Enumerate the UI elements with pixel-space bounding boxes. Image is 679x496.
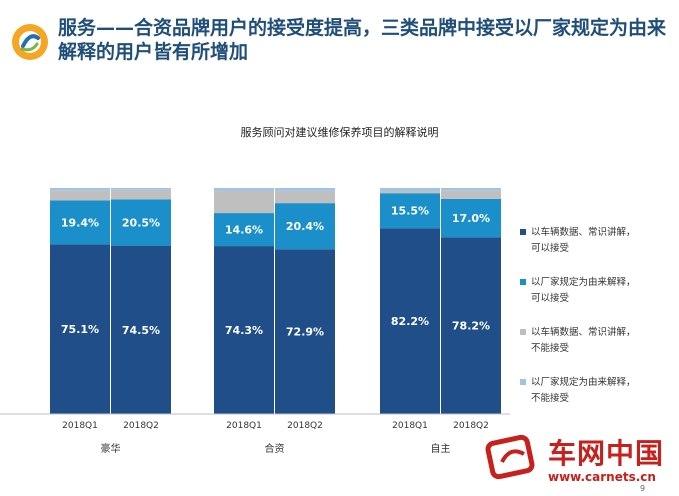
legend-swatch-2 bbox=[520, 279, 526, 285]
data-label-s1-2: 74.5% bbox=[122, 324, 160, 337]
watermark-url: www.carnets.cn bbox=[548, 470, 656, 484]
bar-segment-s4-5 bbox=[380, 188, 440, 191]
group-label-3: 自主 bbox=[431, 442, 451, 455]
bar-segment-s2-3 bbox=[214, 213, 274, 247]
data-label-s1-5: 82.2% bbox=[391, 315, 429, 328]
watermark: 车网中国 www.carnets.cn bbox=[484, 430, 679, 496]
x-tick-label-2: 2018Q2 bbox=[123, 421, 159, 431]
watermark-name: 车网中国 bbox=[548, 437, 665, 470]
group-label-2: 合资 bbox=[265, 442, 285, 455]
bar-segment-s1-3 bbox=[214, 246, 274, 414]
legend-swatch-1 bbox=[520, 229, 526, 235]
bar-segment-s3-4 bbox=[275, 190, 335, 204]
x-tick-label-3: 2018Q1 bbox=[226, 421, 262, 431]
bar-segment-s2-1 bbox=[50, 200, 110, 245]
data-label-s2-2: 20.5% bbox=[122, 216, 160, 229]
bar-segment-s3-5 bbox=[380, 190, 440, 194]
data-label-s2-6: 17.0% bbox=[452, 212, 490, 225]
bar-segment-s2-5 bbox=[380, 193, 440, 229]
chart-title: 服务顾问对建议维修保养项目的解释说明 bbox=[240, 126, 439, 139]
bar-segment-s1-5 bbox=[380, 228, 440, 414]
bar-segment-s1-4 bbox=[275, 249, 335, 414]
bar-segment-s2-6 bbox=[441, 198, 501, 238]
company-logo-icon bbox=[12, 24, 48, 60]
bar-segment-s4-2 bbox=[111, 188, 171, 190]
legend-label-2: 以厂家规定为由来解释， 可以接受 bbox=[531, 277, 636, 304]
bar-segment-s1-1 bbox=[50, 244, 110, 414]
legend-label-1: 以车辆数据、常识讲解， 可以接受 bbox=[531, 227, 636, 254]
bar-segment-s3-1 bbox=[50, 190, 110, 201]
legend-label-3: 以车辆数据、常识讲解， 不能接受 bbox=[531, 327, 636, 354]
bar-segment-s4-4 bbox=[275, 188, 335, 191]
data-label-s2-5: 15.5% bbox=[391, 205, 429, 218]
bar-segment-s3-2 bbox=[111, 189, 171, 200]
data-label-s1-6: 78.2% bbox=[452, 320, 490, 333]
bar-segment-s4-1 bbox=[50, 188, 110, 191]
bar-segment-s2-2 bbox=[111, 199, 171, 246]
carnets-logo-icon bbox=[485, 434, 535, 480]
legend-label-4: 以厂家规定为由来解释， 不能接受 bbox=[531, 377, 636, 404]
bar-segment-s3-3 bbox=[214, 190, 274, 214]
group-label-1: 豪华 bbox=[101, 442, 121, 455]
x-tick-label-5: 2018Q1 bbox=[392, 421, 428, 431]
x-tick-label-6: 2018Q2 bbox=[453, 421, 489, 431]
x-tick-label-4: 2018Q2 bbox=[287, 421, 323, 431]
data-label-s2-4: 20.4% bbox=[286, 220, 324, 233]
data-label-s2-3: 14.6% bbox=[225, 224, 263, 237]
bar-segment-s1-6 bbox=[441, 237, 501, 414]
legend-swatch-4 bbox=[520, 379, 526, 385]
bar-segment-s4-6 bbox=[441, 188, 501, 191]
slide-title: 服务——合资品牌用户的接受度提高，三类品牌中接受以厂家规定为由来解释的用户皆有所… bbox=[58, 17, 667, 63]
bar-segment-s1-2 bbox=[111, 245, 171, 414]
bar-segment-s3-6 bbox=[441, 190, 501, 199]
data-label-s1-1: 75.1% bbox=[61, 323, 99, 336]
page-number: 9 bbox=[640, 484, 646, 493]
bar-segment-s2-4 bbox=[275, 203, 335, 250]
legend-swatch-3 bbox=[520, 329, 526, 335]
data-label-s1-4: 72.9% bbox=[286, 326, 324, 339]
x-tick-label-1: 2018Q1 bbox=[62, 421, 98, 431]
bar-segment-s4-3 bbox=[214, 188, 274, 191]
data-label-s1-3: 74.3% bbox=[225, 324, 263, 337]
data-label-s2-1: 19.4% bbox=[61, 216, 99, 229]
